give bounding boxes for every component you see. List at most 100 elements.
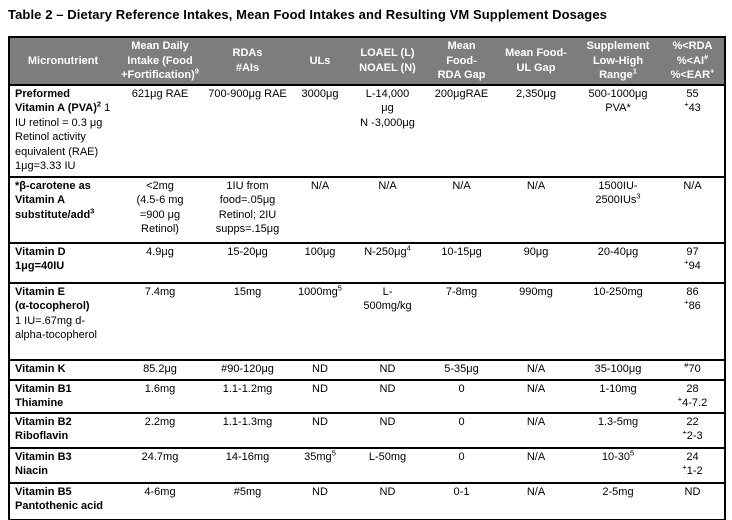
micronutrient-name: Vitamin B2 Riboflavin	[15, 415, 72, 443]
column-header: Mean Food- RDA Gap	[426, 37, 497, 86]
micronutrient-name: Preformed Vitamin A (PVA)2	[15, 87, 102, 115]
value-cell: 20-40μg	[575, 242, 661, 284]
value-cell: N/A	[497, 176, 575, 244]
value-cell: 35mg5	[291, 447, 349, 484]
value-cell: 22 +2-3	[661, 412, 725, 449]
value-cell: ND	[291, 482, 349, 520]
micronutrient-name: Vitamin B1 Thiamine	[15, 382, 72, 410]
value-cell: 700-900μg RAE	[204, 84, 291, 178]
value-cell: ND	[291, 359, 349, 381]
value-cell: 3000μg	[291, 84, 349, 178]
value-cell: N/A	[349, 176, 426, 244]
value-cell: 10-15μg	[426, 242, 497, 284]
table-row: Preformed Vitamin A (PVA)2 1 IU retinol =…	[9, 84, 725, 178]
value-cell: 1.1-1.2mg	[204, 379, 291, 414]
micronutrient-cell: Vitamin D 1μg=40IU	[9, 242, 116, 284]
value-cell: 1.3-5mg	[575, 412, 661, 449]
value-cell: 0	[426, 447, 497, 484]
value-cell: 990mg	[497, 282, 575, 361]
value-cell: 97 +94	[661, 242, 725, 284]
table-header-row: Micronutrient Mean Daily Intake (Food +Fort…	[9, 37, 725, 86]
value-cell: 15mg	[204, 282, 291, 361]
micronutrient-cell: Vitamin E (α-tocopherol) 1 IU=.67mg d-alph…	[9, 282, 116, 361]
column-header: Mean Food- UL Gap	[497, 37, 575, 86]
value-cell: 1IU from food=.05μg Retinol; 2IU supps=.15μ…	[204, 176, 291, 244]
value-cell: 1500IU- 2500IUs3	[575, 176, 661, 244]
table-row: Vitamin B5 Pantothenic acid 4-6mg #5mg ND ND 0…	[9, 482, 725, 520]
value-cell: L-14,000 μg N -3,000μg	[349, 84, 426, 178]
value-cell: 10-250mg	[575, 282, 661, 361]
value-cell: 86 +86	[661, 282, 725, 361]
value-cell: 24.7mg	[116, 447, 204, 484]
value-cell: 90μg	[497, 242, 575, 284]
micronutrient-cell: Vitamin B3 Niacin	[9, 447, 116, 484]
value-cell: 35-100μg	[575, 359, 661, 381]
value-cell: ND	[349, 412, 426, 449]
table-row: Vitamin B1 Thiamine 1.6mg 1.1-1.2mg ND ND 0 N/A…	[9, 379, 725, 414]
value-cell: 5-35μg	[426, 359, 497, 381]
value-cell: 15-20μg	[204, 242, 291, 284]
value-cell: 0	[426, 412, 497, 449]
value-cell: N/A	[497, 359, 575, 381]
micronutrient-name: Vitamin B5 Pantothenic acid	[15, 485, 104, 513]
value-cell: 2-5mg	[575, 482, 661, 520]
micronutrient-name: Vitamin B3 Niacin	[15, 450, 72, 478]
value-cell: ND	[291, 412, 349, 449]
micronutrient-cell: Vitamin B2 Riboflavin	[9, 412, 116, 449]
table-row: Vitamin K 85.2μg #90-120μg ND ND 5-35μg N/A 35-…	[9, 359, 725, 381]
dietary-intakes-table: Micronutrient Mean Daily Intake (Food +Fort…	[8, 36, 726, 520]
value-cell: 28 +4-7.2	[661, 379, 725, 414]
value-cell: N/A	[497, 379, 575, 414]
column-header: LOAEL (L) NOAEL (N)	[349, 37, 426, 86]
value-cell: ND	[349, 482, 426, 520]
column-header: %<RDA %<AI# %<EAR+	[661, 37, 725, 86]
micronutrient-cell: Vitamin K	[9, 359, 116, 381]
value-cell: 85.2μg	[116, 359, 204, 381]
table-row: Vitamin B3 Niacin 24.7mg 14-16mg 35mg5 L-50mg…	[9, 447, 725, 484]
value-cell: 500-1000μg PVA*	[575, 84, 661, 178]
value-cell: N/A	[497, 412, 575, 449]
table-row: Vitamin D 1μg=40IU 4.9μg 15-20μg 100μg N-250μ…	[9, 242, 725, 284]
column-header: ULs	[291, 37, 349, 86]
column-header: Supplement Low-High Range1	[575, 37, 661, 86]
value-cell: #70	[661, 359, 725, 381]
value-cell: ND	[291, 379, 349, 414]
column-header: RDAs #AIs	[204, 37, 291, 86]
value-cell: ND	[661, 482, 725, 520]
value-cell: 1-10mg	[575, 379, 661, 414]
value-cell: N/A	[661, 176, 725, 244]
value-cell: 55 +43	[661, 84, 725, 178]
micronutrient-note: 1 IU=.67mg d-alpha-tocopherol	[15, 314, 97, 342]
table-row: Vitamin E (α-tocopherol) 1 IU=.67mg d-alph…	[9, 282, 725, 361]
value-cell: 0-1	[426, 482, 497, 520]
value-cell: L- 500mg/kg	[349, 282, 426, 361]
column-header: Micronutrient	[9, 37, 116, 86]
micronutrient-name: Vitamin E (α-tocopherol)	[15, 285, 90, 313]
value-cell: #90-120μg	[204, 359, 291, 381]
value-cell: N-250μg4	[349, 242, 426, 284]
table-row: Vitamin B2 Riboflavin 2.2mg 1.1-1.3mg ND ND 0 N…	[9, 412, 725, 449]
value-cell: 4.9μg	[116, 242, 204, 284]
micronutrient-name: Vitamin D 1μg=40IU	[15, 245, 66, 273]
value-cell: N/A	[497, 482, 575, 520]
micronutrient-name: Vitamin K	[15, 362, 66, 375]
value-cell: 14-16mg	[204, 447, 291, 484]
micronutrient-note: 1 IU retinol = 0.3 μg Retinol activity e…	[15, 102, 111, 173]
value-cell: N/A	[426, 176, 497, 244]
value-cell: 0	[426, 379, 497, 414]
micronutrient-cell: Vitamin B5 Pantothenic acid	[9, 482, 116, 520]
value-cell: 2,350μg	[497, 84, 575, 178]
column-header: Mean Daily Intake (Food +Fortification)9	[116, 37, 204, 86]
value-cell: 24 +1-2	[661, 447, 725, 484]
value-cell: N/A	[291, 176, 349, 244]
value-cell: #5mg	[204, 482, 291, 520]
value-cell: 7-8mg	[426, 282, 497, 361]
value-cell: ND	[349, 379, 426, 414]
value-cell: <2mg (4.5-6 mg =900 μg Retinol)	[116, 176, 204, 244]
value-cell: ND	[349, 359, 426, 381]
value-cell: L-50mg	[349, 447, 426, 484]
value-cell: 1.6mg	[116, 379, 204, 414]
